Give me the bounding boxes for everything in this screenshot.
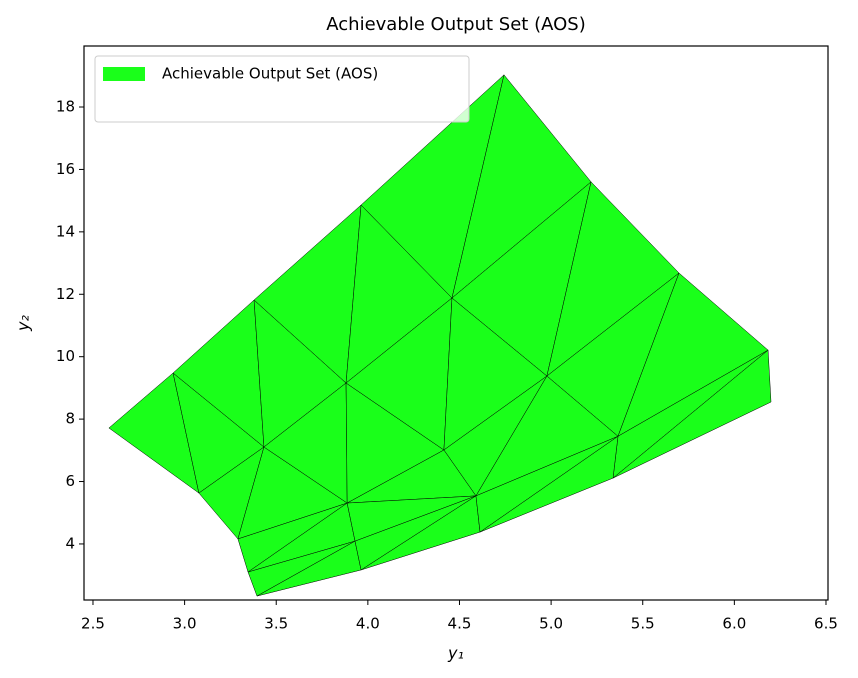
y-tick-label: 12 [56,285,75,303]
legend-swatch [103,67,145,81]
x-axis-label: y₁ [447,644,464,663]
y-tick-label: 16 [56,160,75,178]
y-tick-label: 10 [56,347,75,365]
x-tick-label: 5.0 [539,615,563,633]
x-tick-label: 5.5 [631,615,655,633]
mesh-triangle [612,349,772,479]
y-tick-label: 18 [56,98,75,116]
plot-frame [83,45,829,601]
y-tick-label: 14 [56,222,75,240]
x-tick-label: 3.0 [173,615,197,633]
y-axis-label: y₂ [14,314,33,331]
x-tick-label: 4.0 [356,615,380,633]
y-tick-label: 8 [65,410,75,428]
x-tick-label: 2.5 [81,615,105,633]
y-tick-label: 6 [65,472,75,490]
chart-title: Achievable Output Set (AOS) [326,14,585,35]
x-tick-label: 4.5 [448,615,472,633]
legend-box [94,55,470,123]
mesh-triangle [479,436,619,533]
x-tick-label: 6.5 [814,615,838,633]
legend-label: Achievable Output Set (AOS) [162,65,378,83]
y-tick-label: 4 [65,534,75,552]
x-tick-label: 6.0 [722,615,746,633]
x-tick-label: 3.5 [264,615,288,633]
